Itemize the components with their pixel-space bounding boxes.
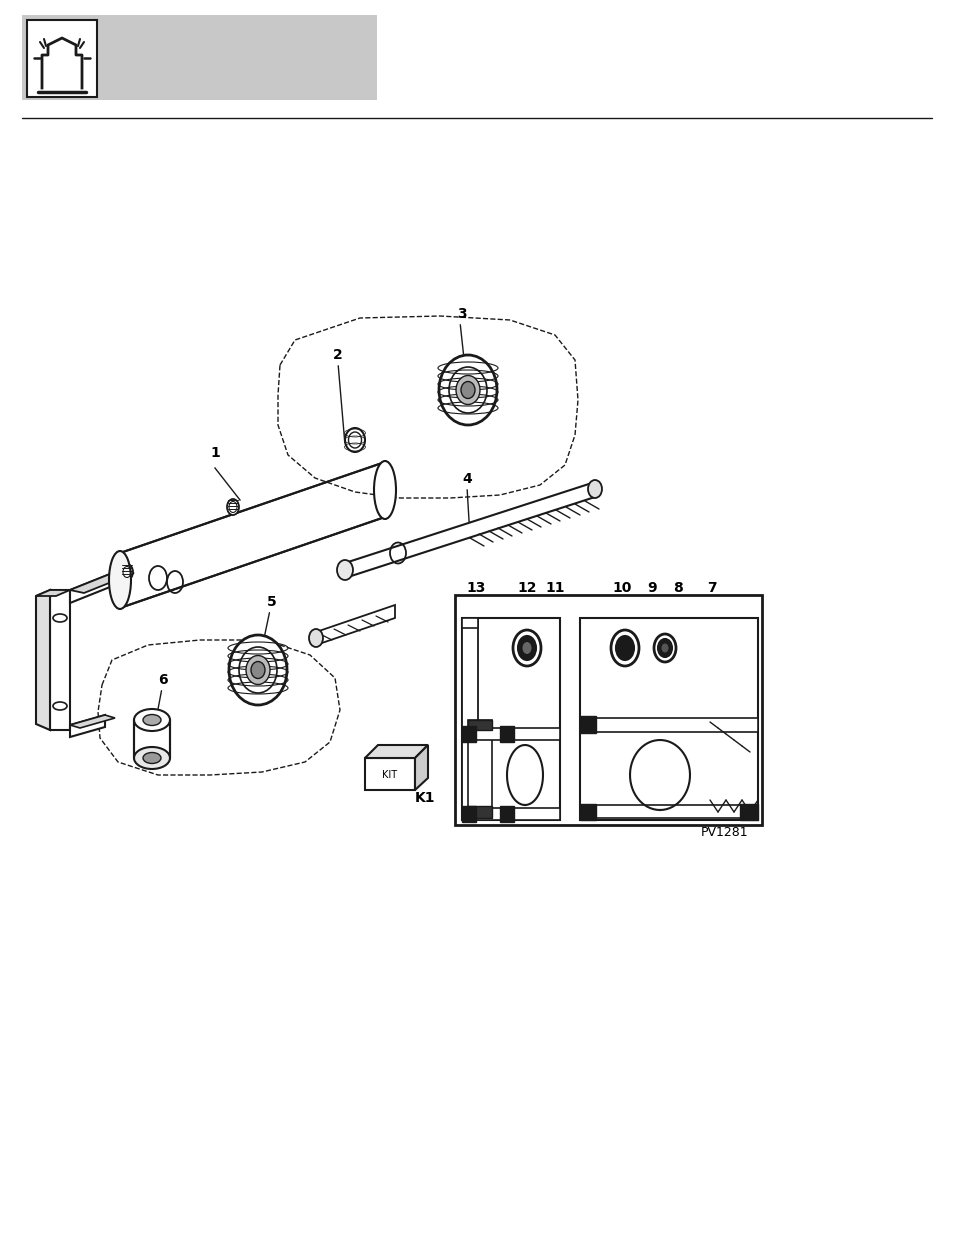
Polygon shape xyxy=(315,605,395,645)
Polygon shape xyxy=(70,571,120,603)
Text: 1: 1 xyxy=(210,446,219,459)
Polygon shape xyxy=(36,590,50,730)
Ellipse shape xyxy=(517,636,536,659)
Ellipse shape xyxy=(227,499,239,515)
Text: 2: 2 xyxy=(333,348,342,362)
Ellipse shape xyxy=(616,636,634,659)
Ellipse shape xyxy=(658,638,671,657)
Bar xyxy=(499,806,514,823)
Polygon shape xyxy=(70,571,133,593)
Text: 6: 6 xyxy=(158,673,168,687)
Text: 7: 7 xyxy=(706,580,716,595)
Ellipse shape xyxy=(109,551,131,609)
Polygon shape xyxy=(133,720,170,758)
Bar xyxy=(461,726,476,742)
Ellipse shape xyxy=(438,354,497,425)
Ellipse shape xyxy=(460,382,475,399)
Bar xyxy=(22,15,376,100)
Bar xyxy=(499,726,514,742)
Text: 5: 5 xyxy=(267,595,276,609)
Bar xyxy=(461,618,477,820)
Polygon shape xyxy=(70,715,115,727)
Bar xyxy=(27,20,97,98)
Ellipse shape xyxy=(587,480,601,498)
Text: 12: 12 xyxy=(517,580,537,595)
Text: 3: 3 xyxy=(456,308,466,321)
Ellipse shape xyxy=(456,375,479,405)
Bar xyxy=(579,804,596,820)
Ellipse shape xyxy=(610,630,639,666)
Text: 9: 9 xyxy=(646,580,656,595)
Text: 11: 11 xyxy=(545,580,564,595)
Ellipse shape xyxy=(309,629,323,647)
Ellipse shape xyxy=(133,747,170,769)
Polygon shape xyxy=(365,758,415,790)
Text: KIT: KIT xyxy=(382,769,397,781)
Polygon shape xyxy=(70,715,105,737)
Bar xyxy=(461,618,559,820)
Ellipse shape xyxy=(513,630,540,666)
Ellipse shape xyxy=(336,559,353,580)
Bar xyxy=(468,720,492,818)
Bar xyxy=(455,595,761,825)
Bar xyxy=(579,716,596,734)
Ellipse shape xyxy=(660,643,668,652)
Ellipse shape xyxy=(522,642,531,655)
Text: K1: K1 xyxy=(415,790,435,805)
Bar xyxy=(461,808,559,820)
Polygon shape xyxy=(36,590,70,597)
Text: 10: 10 xyxy=(612,580,631,595)
Text: PV1281: PV1281 xyxy=(700,825,747,839)
Polygon shape xyxy=(50,590,70,730)
Bar xyxy=(740,804,758,820)
Ellipse shape xyxy=(121,564,132,580)
Bar xyxy=(579,805,758,818)
Ellipse shape xyxy=(229,635,287,705)
Text: 8: 8 xyxy=(673,580,682,595)
Text: 13: 13 xyxy=(466,580,485,595)
Polygon shape xyxy=(415,745,428,790)
Ellipse shape xyxy=(246,656,270,684)
Polygon shape xyxy=(365,745,428,758)
Bar xyxy=(461,806,476,823)
Bar xyxy=(468,720,492,730)
Bar xyxy=(579,718,758,732)
Ellipse shape xyxy=(251,662,265,678)
Ellipse shape xyxy=(133,709,170,731)
Bar xyxy=(461,727,559,740)
Polygon shape xyxy=(120,462,385,608)
Bar xyxy=(579,618,758,820)
Ellipse shape xyxy=(374,461,395,519)
Ellipse shape xyxy=(345,429,365,452)
Ellipse shape xyxy=(143,715,161,725)
Polygon shape xyxy=(345,482,595,578)
Ellipse shape xyxy=(654,634,676,662)
Bar xyxy=(461,618,477,629)
Text: 4: 4 xyxy=(461,472,472,487)
Bar xyxy=(468,806,492,818)
Ellipse shape xyxy=(143,752,161,763)
